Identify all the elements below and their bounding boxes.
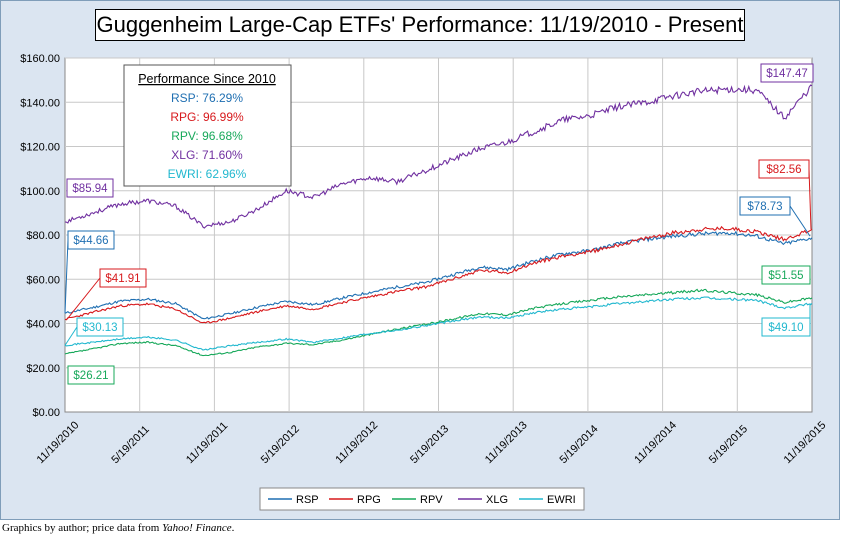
end-label-ewri: $49.10 bbox=[768, 322, 803, 334]
y-tick-label: $0.00 bbox=[32, 407, 60, 419]
x-tick-label: 5/19/2013 bbox=[408, 423, 451, 466]
start-label-rsp-box bbox=[67, 230, 115, 250]
series-line-rpg bbox=[64, 225, 813, 324]
legend-label-ewri: EWRI bbox=[547, 494, 576, 506]
start-label-rpg: $41.91 bbox=[105, 273, 140, 285]
end-label-rpv: $51.55 bbox=[768, 270, 803, 282]
end-label-ewri-box bbox=[761, 317, 811, 337]
x-tick-label: 11/19/2013 bbox=[483, 419, 530, 466]
end-label-rpv-box bbox=[761, 265, 811, 285]
end-label-rpg-box bbox=[758, 159, 810, 179]
x-tick-label: 11/19/2010 bbox=[35, 419, 82, 466]
legend-label-xlg: XLG bbox=[486, 494, 508, 506]
credit-prefix: Graphics by author; price data from bbox=[2, 522, 163, 534]
x-tick-label: 11/19/2012 bbox=[333, 419, 380, 466]
start-label-ewri-box bbox=[76, 317, 124, 337]
x-tick-label: 5/19/2012 bbox=[259, 423, 302, 466]
credit-line: Graphics by author; price data from Yaho… bbox=[2, 522, 234, 534]
x-tick-label: 11/19/2015 bbox=[782, 419, 829, 466]
chart-title: Guggenheim Large-Cap ETFs' Performance: … bbox=[95, 9, 745, 41]
x-tick-label: 5/19/2015 bbox=[707, 423, 750, 466]
start-label-rsp: $44.66 bbox=[73, 235, 108, 247]
end-label-rpg-leader bbox=[808, 168, 812, 230]
performance-box-header: Performance Since 2010 bbox=[138, 72, 276, 86]
y-tick-label: $160.00 bbox=[20, 53, 60, 65]
series-line-ewri bbox=[64, 296, 813, 351]
y-tick-label: $80.00 bbox=[26, 230, 60, 242]
x-tick-label: 11/19/2011 bbox=[184, 420, 230, 466]
y-tick-label: $40.00 bbox=[26, 319, 60, 331]
x-tick-label: 11/19/2014 bbox=[632, 419, 679, 466]
end-label-xlg: $147.47 bbox=[766, 68, 808, 80]
series-line-rsp bbox=[64, 230, 813, 320]
y-tick-label: $20.00 bbox=[26, 363, 60, 375]
performance-box bbox=[123, 64, 292, 187]
y-tick-label: $140.00 bbox=[20, 97, 60, 109]
plot-area: $0.00 $20.00 $40.00 $60.00 $80.00 $100.00 $120… bbox=[20, 53, 829, 511]
end-label-rsp: $78.73 bbox=[747, 201, 782, 213]
performance-rpg: RPG: 96.99% bbox=[170, 110, 244, 124]
legend bbox=[259, 487, 585, 511]
end-label-xlg-box bbox=[760, 63, 814, 83]
start-label-rpg-box bbox=[99, 268, 147, 288]
legend-label-rpv: RPV bbox=[420, 494, 443, 506]
performance-rsp: RSP: 76.29% bbox=[171, 91, 243, 105]
credit-suffix: . bbox=[231, 522, 235, 534]
start-label-xlg: $85.94 bbox=[72, 183, 108, 195]
y-tick-label: $120.00 bbox=[20, 142, 60, 154]
start-label-ewri: $30.13 bbox=[82, 322, 117, 334]
performance-rpv: RPV: 96.68% bbox=[171, 129, 243, 143]
start-label-rpv: $26.21 bbox=[73, 370, 108, 382]
legend-label-rpg: RPG bbox=[357, 494, 381, 506]
credit-source: Yahoo! Finance bbox=[162, 522, 232, 534]
start-label-rpg-leader bbox=[66, 277, 101, 320]
start-label-rsp-leader bbox=[64, 239, 69, 314]
start-label-rpv-box bbox=[67, 365, 115, 385]
start-label-xlg-box bbox=[66, 178, 114, 198]
legend-label-rsp: RSP bbox=[296, 494, 319, 506]
end-label-rsp-box bbox=[739, 196, 791, 216]
x-tick-label: 5/19/2014 bbox=[558, 423, 601, 466]
y-tick-label: $100.00 bbox=[20, 186, 60, 198]
series-line-rpv bbox=[64, 288, 813, 357]
performance-xlg: XLG: 71.60% bbox=[171, 148, 243, 162]
performance-ewri: EWRI: 62.96% bbox=[168, 167, 247, 181]
series-line-xlg bbox=[64, 84, 813, 229]
y-tick-label: $60.00 bbox=[26, 274, 60, 286]
x-tick-label: 5/19/2011 bbox=[109, 424, 152, 467]
start-label-ewri-leader bbox=[64, 326, 78, 346]
end-label-rsp-leader bbox=[789, 205, 811, 237]
chart-svg: $0.00 $20.00 $40.00 $60.00 $80.00 $100.00 $120… bbox=[20, 53, 829, 511]
end-label-rpg: $82.56 bbox=[766, 164, 801, 176]
